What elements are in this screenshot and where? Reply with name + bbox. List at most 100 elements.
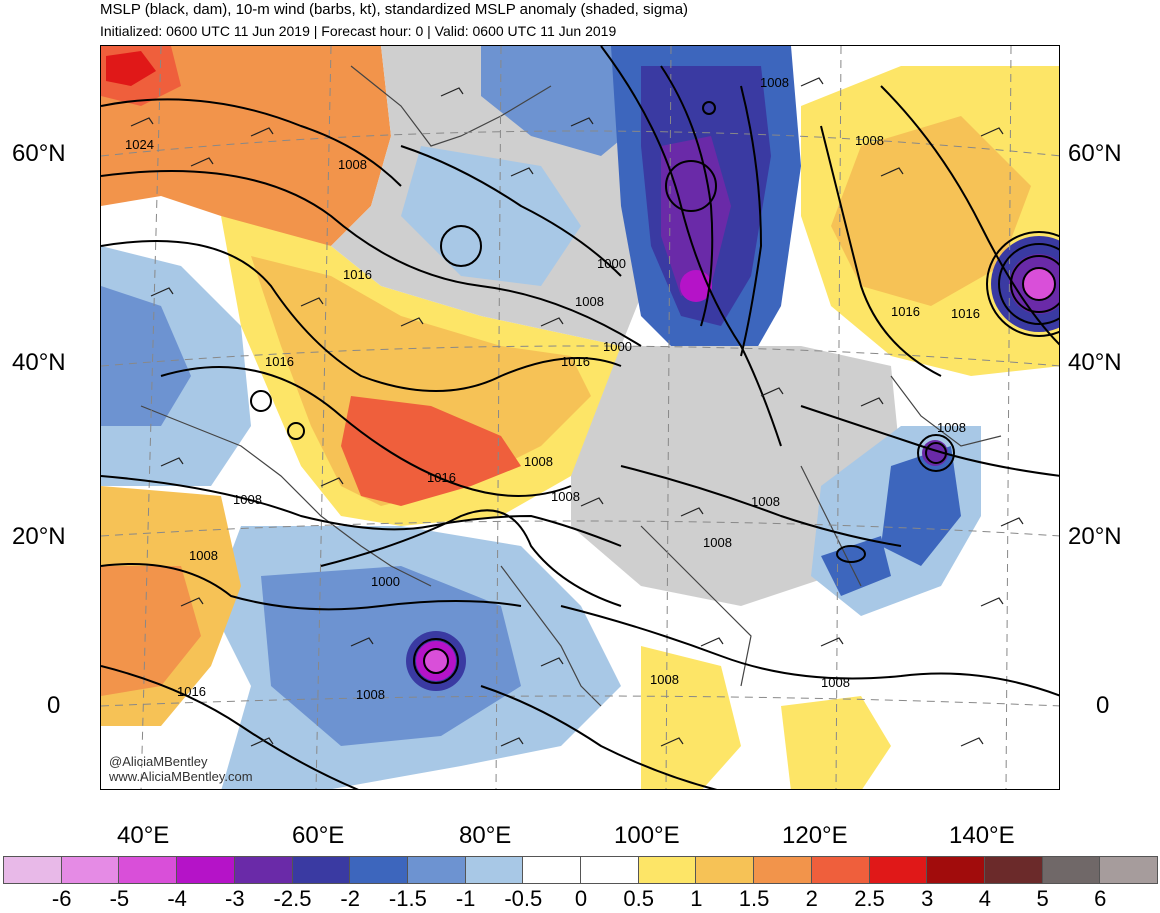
weather-map: 1024 1008 1016 1000 1008 1016 1016 1016 … — [100, 45, 1060, 790]
anomaly-region-pacific-low — [881, 446, 961, 566]
colorbar-tick-label: -1.5 — [388, 886, 427, 911]
contour-label: 1008 — [650, 672, 679, 687]
colorbar-swatch — [464, 856, 524, 884]
contour-labels: 1024 1008 1016 1000 1008 1016 1016 1016 … — [125, 75, 980, 702]
lon-label: 80°E — [459, 822, 512, 849]
colorbar-swatch — [637, 856, 697, 884]
colorbar-swatch — [983, 856, 1043, 884]
lon-label: 100°E — [614, 822, 680, 849]
contour-label: 1008 — [855, 133, 884, 148]
contour-label: 1000 — [597, 256, 626, 271]
contour-label: 1016 — [891, 304, 920, 319]
colorbar-swatch — [926, 856, 985, 884]
contour-label: 1008 — [233, 492, 262, 507]
lat-label-right: 0 — [1096, 692, 1110, 719]
lat-label-left: 0 — [47, 692, 61, 719]
contour-label: 1008 — [551, 489, 580, 504]
colorbar-tick-label: 0 — [574, 886, 588, 911]
anomaly-region-indian-ocean-mid — [261, 566, 521, 746]
contour-label: 1008 — [575, 294, 604, 309]
colorbar-tick-label: 5 — [1036, 886, 1049, 911]
colorbar-swatch — [176, 856, 235, 884]
contour-label: 1008 — [338, 157, 367, 172]
colorbar-tick-label: 4 — [978, 886, 992, 911]
lon-label: 120°E — [782, 822, 848, 849]
contour-label: 1008 — [937, 420, 966, 435]
map-canvas: 1024 1008 1016 1000 1008 1016 1016 1016 … — [101, 46, 1059, 789]
anomaly-region-indonesia-positive — [781, 696, 891, 789]
lat-label-left: 60°N — [12, 140, 66, 167]
colorbar-swatch — [406, 856, 466, 884]
colorbar-tick-label: 1.5 — [738, 886, 770, 911]
colorbar-swatch — [868, 856, 928, 884]
colorbar-tick-label: -1 — [455, 886, 476, 911]
colorbar-swatch — [60, 856, 120, 884]
contour-label: 1008 — [751, 494, 780, 509]
colorbar-tick-label: -3 — [225, 886, 245, 911]
contour-label: 1016 — [343, 267, 372, 282]
colorbar-tick-label: -6 — [51, 886, 72, 911]
contour-label: 1016 — [951, 306, 980, 321]
anomaly-region-max-red — [106, 51, 156, 86]
colorbar-tick-label: 6 — [1094, 886, 1107, 911]
wind-barbs — [130, 77, 1024, 747]
anomaly-shading — [101, 46, 1059, 789]
colorbar-tick-label: -2 — [340, 886, 360, 911]
contour-label: 1008 — [356, 687, 385, 702]
colorbar-tick-label: 0.5 — [623, 886, 654, 911]
anomaly-region-caspian-red — [341, 396, 521, 506]
coastlines — [140, 65, 1002, 707]
colorbar-swatch — [118, 856, 178, 884]
contour-label: 1016 — [177, 684, 206, 699]
colorbar-tick-label: 2.5 — [854, 886, 885, 911]
contour-label: 1008 — [760, 75, 789, 90]
colorbar-swatch — [753, 856, 812, 884]
colorbar-tick-label: 2 — [805, 886, 818, 911]
colorbar-tick-label: 1 — [690, 886, 703, 911]
contour-label: 1008 — [703, 535, 732, 550]
lon-label: 40°E — [117, 822, 170, 849]
lon-label: 140°E — [949, 822, 1015, 849]
anomaly-region-africa-orange — [101, 566, 201, 696]
lat-label-right: 60°N — [1068, 140, 1122, 167]
colorbar-swatch — [349, 856, 408, 884]
anomaly-region-europe-positive — [101, 46, 391, 246]
colorbar-swatch — [695, 856, 755, 884]
colorbar-swatch — [1099, 856, 1159, 884]
lat-label-left: 40°N — [12, 349, 66, 376]
anomaly-region-mediterranean-mid — [101, 286, 191, 426]
map-title: MSLP (black, dam), 10-m wind (barbs, kt)… — [100, 1, 689, 18]
contour-label: 1008 — [189, 548, 218, 563]
lat-label-right: 20°N — [1068, 523, 1122, 550]
contour-label: 1016 — [265, 354, 294, 369]
contour-label-1024: 1024 — [125, 137, 154, 152]
contour-label: 1000 — [371, 574, 400, 589]
credit-handle: @AliciaMBentley — [109, 754, 208, 769]
graticule — [101, 46, 1059, 789]
anomaly-center-arabian-sea-core — [425, 650, 447, 672]
anomaly-center-korea-core — [1023, 268, 1055, 300]
colorbar-swatch — [522, 856, 582, 884]
colorbar — [3, 856, 1159, 884]
colorbar-swatch — [810, 856, 870, 884]
colorbar-swatch — [291, 856, 351, 884]
colorbar-swatch — [3, 856, 62, 884]
map-subtitle: Initialized: 0600 UTC 11 Jun 2019 | Fore… — [100, 23, 617, 39]
lon-label: 60°E — [292, 822, 345, 849]
isobars — [101, 46, 1059, 789]
colorbar-tick-label: -5 — [109, 886, 130, 911]
colorbar-tick-label: -2.5 — [273, 886, 312, 911]
contour-label: 1016 — [561, 354, 590, 369]
credit-site: www.AliciaMBentley.com — [109, 769, 253, 784]
contour-label: 1008 — [821, 675, 850, 690]
lat-label-left: 20°N — [12, 523, 66, 550]
contour-label: 1008 — [524, 454, 553, 469]
contour-label: 1000 — [603, 339, 632, 354]
colorbar-swatch — [580, 856, 639, 884]
contour-label: 1016 — [427, 470, 456, 485]
colorbar-tick-label: 3 — [921, 886, 934, 911]
colorbar-tick-label: -4 — [167, 886, 187, 911]
colorbar-swatch — [1041, 856, 1101, 884]
anomaly-region-far-east-orange — [831, 116, 1031, 306]
lat-label-right: 40°N — [1068, 349, 1122, 376]
